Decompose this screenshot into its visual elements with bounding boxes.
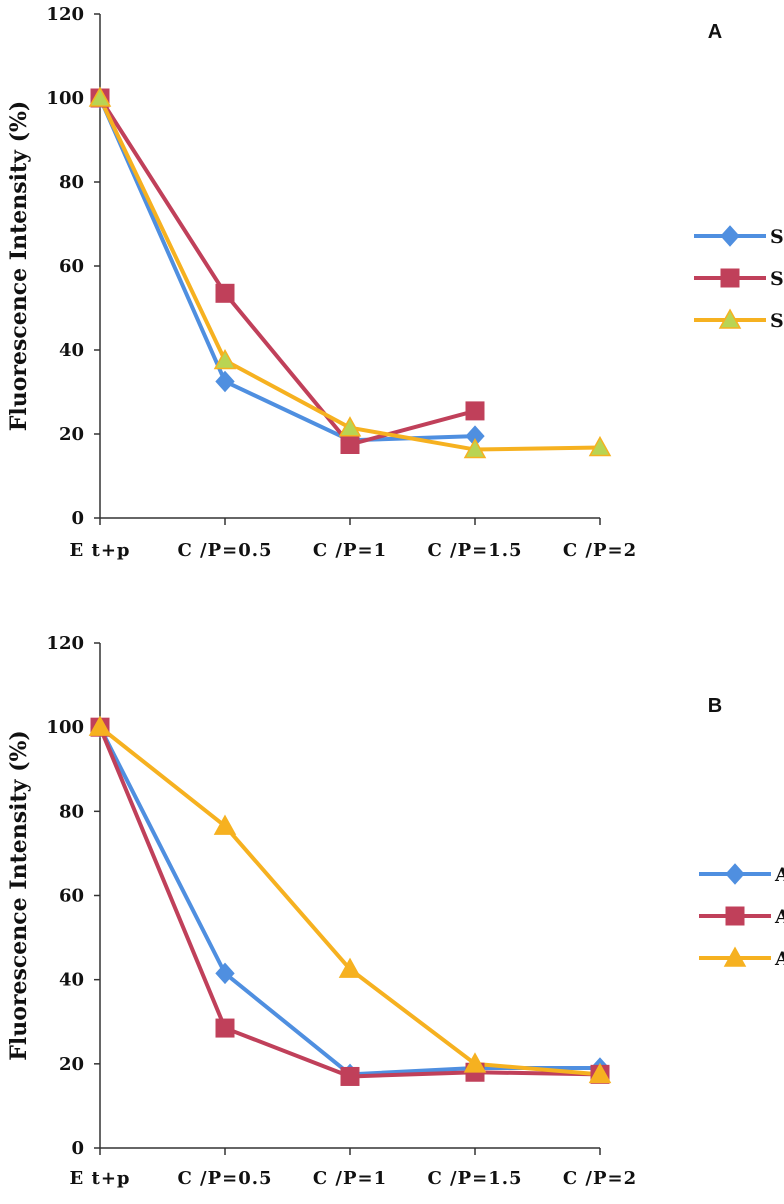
y-tick-label: 0 xyxy=(71,1138,84,1159)
legend-label: AC25 xyxy=(774,948,784,970)
y-tick-label: 80 xyxy=(59,172,84,193)
legend-label: AC10 xyxy=(774,906,784,928)
y-tick-label: 80 xyxy=(59,801,84,822)
y-tick-label: 60 xyxy=(59,256,84,277)
x-tick-label: C /P=1.5 xyxy=(427,540,522,561)
chart-panel-b: 0 20 40 60 80 100 120 E t+p C /P=0.5 C /P=1 C /P=1… xyxy=(6,633,784,1189)
data-point-s25 xyxy=(463,437,487,459)
data-point-ac10 xyxy=(340,1066,360,1086)
series-line-s1-8 xyxy=(98,97,476,443)
x-tick-label: C /P=1 xyxy=(313,540,387,561)
y-tick-label: 20 xyxy=(59,1054,84,1075)
series-line-ac1-8 xyxy=(98,726,600,1077)
panel-letter: B xyxy=(708,695,722,717)
legend-marker xyxy=(725,906,745,926)
x-tick-label: C /P=1 xyxy=(313,1168,387,1189)
data-point-ac1-8 xyxy=(215,962,235,985)
legend-marker xyxy=(723,946,747,967)
data-point-s1-8 xyxy=(215,370,235,393)
data-point-s25 xyxy=(338,416,362,437)
legend-label: AC1.8 xyxy=(774,864,784,886)
data-point-ac25 xyxy=(463,1052,487,1073)
series-line-s10 xyxy=(98,96,476,447)
data-point-ac25 xyxy=(88,715,112,736)
data-point-ac25 xyxy=(588,1062,612,1084)
data-point-s10 xyxy=(215,283,235,303)
data-point-ac10 xyxy=(215,1018,235,1038)
x-tick-label: C /P=0.5 xyxy=(177,1168,272,1189)
data-point-ac25 xyxy=(338,957,362,978)
series-line-s25 xyxy=(98,97,601,452)
legend-marker xyxy=(720,225,740,247)
data-point-s25 xyxy=(213,348,237,370)
data-point-s25 xyxy=(88,86,112,107)
legend-marker xyxy=(720,268,740,288)
legend-marker xyxy=(718,308,742,329)
y-axis-title: Fluorescence Intensity (%) xyxy=(6,101,32,432)
legend-label: S25 xyxy=(770,310,784,332)
panel-letter: A xyxy=(708,21,722,43)
legend-marker xyxy=(725,863,745,885)
y-tick-label: 120 xyxy=(46,4,84,25)
y-tick-label: 100 xyxy=(46,88,84,109)
y-tick-label: 0 xyxy=(71,508,84,529)
x-tick-label: C /P=2 xyxy=(563,1168,637,1189)
legend-label: S10 xyxy=(770,268,784,290)
series-line-ac25 xyxy=(98,725,601,1077)
y-tick-label: 120 xyxy=(46,633,84,654)
y-tick-label: 60 xyxy=(59,886,84,907)
data-point-ac25 xyxy=(213,814,237,835)
x-tick-label: E t+p xyxy=(70,540,131,561)
data-point-s10 xyxy=(340,435,360,454)
data-point-s25 xyxy=(588,435,612,457)
x-tick-label: C /P=1.5 xyxy=(427,1168,522,1189)
y-tick-label: 40 xyxy=(59,340,84,361)
legend-label: S1.8 xyxy=(770,226,784,248)
data-point-s10 xyxy=(465,401,485,421)
y-tick-label: 20 xyxy=(59,424,84,445)
y-tick-label: 40 xyxy=(59,970,84,991)
y-axis-title: Fluorescence Intensity (%) xyxy=(6,730,32,1061)
chart-panel-a: 0 20 40 60 80 100 120 E t+p C /P=0.5 C /P=1 C /P=1… xyxy=(6,4,784,561)
series-line-ac10 xyxy=(98,726,601,1079)
x-tick-label: C /P=0.5 xyxy=(177,540,272,561)
y-tick-label: 100 xyxy=(46,717,84,738)
x-tick-label: C /P=2 xyxy=(563,540,637,561)
x-tick-label: E t+p xyxy=(70,1168,131,1189)
